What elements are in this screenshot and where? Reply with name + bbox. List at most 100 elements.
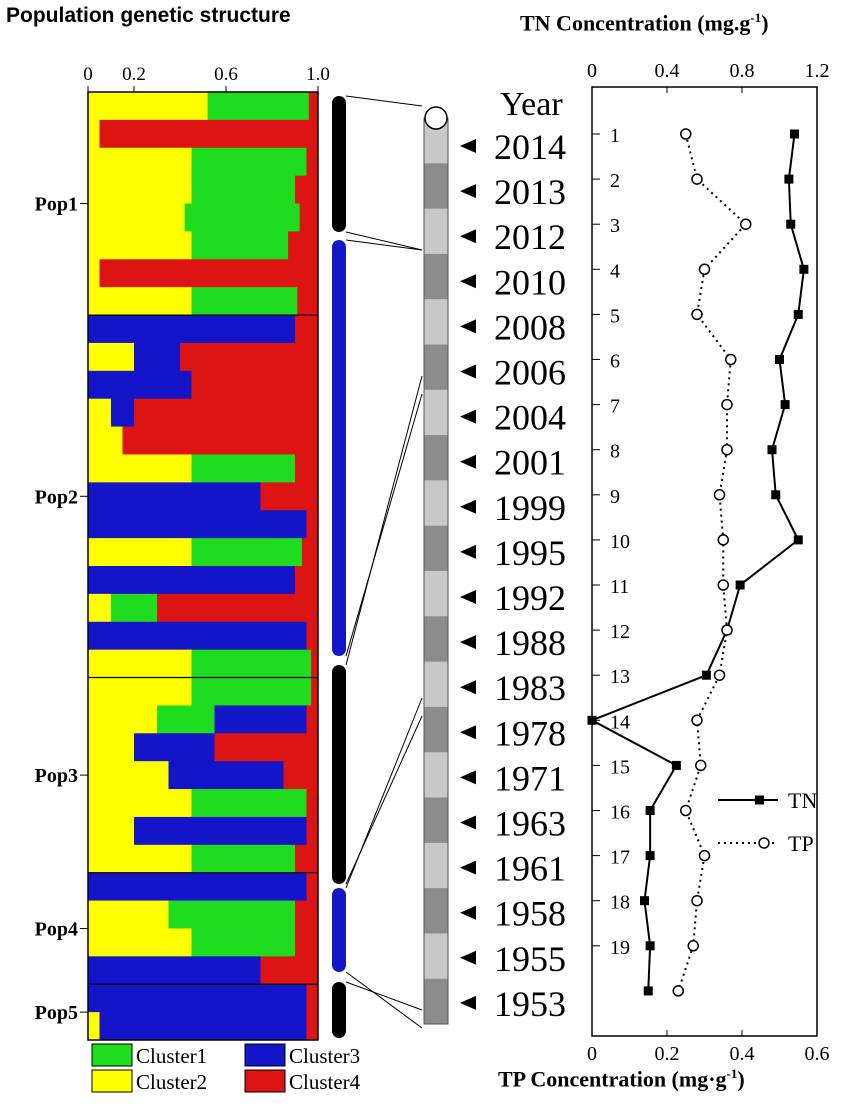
legend-label-cluster2: Cluster2: [136, 1070, 207, 1094]
structure-bar-cluster2: [88, 147, 192, 177]
structure-bar-cluster2: [88, 1012, 100, 1041]
tp-axis-title-text: TP Concentration (mg·g: [498, 1066, 727, 1092]
structure-bar-cluster1: [191, 175, 296, 205]
year-arrow: [460, 770, 476, 785]
structure-axis-tick-label: 0.2: [122, 64, 146, 85]
year-label: 1971: [494, 758, 566, 798]
structure-bar-cluster4: [306, 789, 319, 818]
structure-bar-cluster2: [88, 900, 169, 929]
year-arrow: [460, 184, 476, 199]
tp-axis-title-close: ): [737, 1066, 745, 1092]
core-top-marker: [424, 106, 448, 130]
tn-series-line: [589, 133, 805, 991]
year-arrow: [460, 409, 476, 424]
structure-bar-cluster4: [295, 454, 319, 483]
tn-point: [793, 535, 803, 545]
structure-bar-cluster4: [306, 872, 319, 902]
core-segment: [424, 933, 448, 980]
population-group-bar: [332, 96, 346, 232]
structure-bar-cluster3: [88, 872, 307, 902]
tp-axis-tick-label: 0: [587, 1043, 597, 1065]
structure-bar-cluster4: [157, 593, 319, 623]
year-label: 1953: [494, 984, 566, 1024]
structure-frame: [87, 91, 319, 1041]
structure-bar-cluster2: [88, 426, 123, 455]
layer-label: 6: [610, 351, 620, 373]
legend-tn-marker: [755, 795, 764, 805]
tn-axis-tick-label: 0.8: [730, 60, 755, 82]
tp-axis-tick-label: 0.6: [805, 1043, 830, 1065]
structure-bar-cluster4: [295, 844, 319, 874]
year-arrow: [460, 454, 476, 469]
connector-line: [345, 981, 423, 1011]
legend-tp-marker: [758, 837, 770, 849]
year-arrow: [460, 860, 476, 875]
structure-bar-cluster4: [180, 342, 319, 372]
structure-bar-cluster1: [168, 900, 296, 929]
tn-point: [640, 896, 649, 906]
year-arrow: [460, 319, 476, 334]
layer-label: 1: [610, 125, 620, 147]
year-label: 1988: [494, 623, 566, 663]
population-label-1: Pop1: [35, 194, 78, 216]
tp-series-line: [677, 133, 748, 992]
legend-tn-label: TN: [788, 788, 817, 813]
year-label: 2008: [494, 307, 566, 347]
year-label: 2012: [494, 217, 566, 257]
structure-bar-cluster4: [311, 649, 319, 679]
structure-bar-cluster4: [260, 956, 319, 985]
tp-point: [717, 534, 729, 546]
structure-bar-cluster4: [295, 900, 319, 929]
structure-bar-cluster3: [134, 816, 307, 846]
structure-bar-cluster1: [157, 705, 215, 734]
core-segment: [424, 344, 448, 391]
year-arrow: [460, 815, 476, 830]
core-segment: [424, 616, 448, 663]
structure-bar-cluster3: [88, 956, 261, 985]
core-segment: [424, 299, 448, 345]
layer-label: 5: [610, 305, 620, 327]
tp-point: [691, 714, 703, 727]
tn-point: [701, 670, 711, 680]
structure-bar-cluster3: [99, 1012, 307, 1041]
structure-bar-cluster3: [88, 370, 192, 400]
structure-bar-cluster4: [306, 816, 319, 846]
core-segment: [424, 208, 448, 255]
connector-line: [345, 393, 423, 657]
tn-axis-title-text: TN Concentration (mg.g: [520, 10, 751, 36]
structure-bar-cluster1: [191, 454, 296, 483]
tn-point: [671, 760, 681, 770]
year-label: 1955: [494, 939, 566, 979]
structure-bar-cluster3: [134, 342, 181, 372]
structure-bar-cluster4: [306, 1012, 319, 1041]
structure-bar-cluster3: [88, 315, 296, 344]
core-segment: [424, 253, 448, 300]
core-segment: [424, 888, 448, 934]
structure-bar-cluster2: [88, 733, 135, 762]
core-segment: [424, 389, 448, 436]
layer-label: 17: [610, 847, 630, 869]
year-arrow: [460, 499, 476, 514]
structure-bar-cluster1: [191, 147, 307, 177]
tp-point: [687, 940, 699, 952]
core-segment: [424, 163, 448, 210]
tn-point: [784, 174, 794, 184]
year-label: 2004: [494, 398, 566, 438]
structure-bar-cluster4: [295, 566, 319, 595]
structure-bar-cluster1: [191, 649, 312, 679]
tp-point: [721, 398, 733, 411]
population-group-bar: [332, 665, 346, 884]
year-label: 1978: [494, 713, 566, 753]
legend-swatch-cluster3: [244, 1043, 286, 1067]
tn-point: [645, 941, 655, 951]
layer-label: 16: [610, 802, 630, 824]
tn-point: [645, 806, 655, 815]
structure-bar-cluster4: [99, 259, 319, 288]
core-segment: [424, 978, 448, 1025]
tp-point: [691, 173, 703, 185]
year-arrow: [460, 905, 476, 920]
structure-bar-cluster3: [88, 621, 307, 651]
structure-axis-tick-label: 0: [83, 64, 93, 85]
year-arrow: [460, 635, 476, 650]
